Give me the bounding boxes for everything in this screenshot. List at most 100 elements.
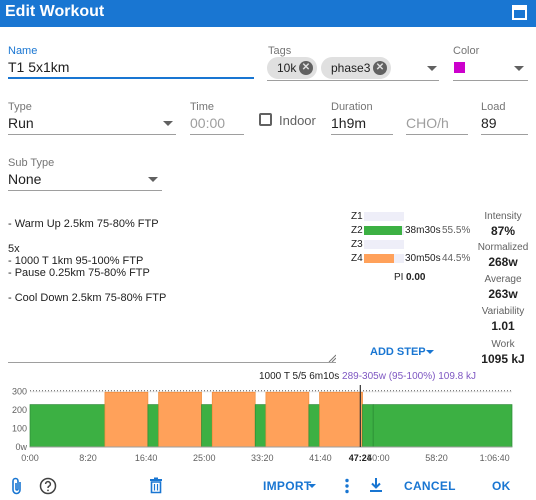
stat-value: 1095 kJ: [481, 352, 525, 366]
name-underline: [8, 77, 254, 79]
import-button[interactable]: IMPORT: [263, 479, 312, 493]
workout-segment: [201, 404, 213, 448]
step-info: 1000 T 5/5 6m10s 289-305w (95-100%) 109.…: [259, 371, 476, 382]
stat-value: 1.01: [491, 319, 515, 333]
color-swatch[interactable]: [454, 62, 465, 73]
description-textarea[interactable]: - Warm Up 2.5km 75-80% FTP 5x - 1000 T 1…: [8, 218, 330, 304]
description-underline: [8, 362, 336, 363]
tags-underline: [267, 80, 439, 81]
cho-input[interactable]: CHO/h: [406, 115, 449, 131]
import-dropdown-icon[interactable]: [308, 484, 316, 488]
stat-label: Intensity: [484, 211, 522, 222]
indoor-checkbox[interactable]: [259, 113, 272, 126]
add-step-dropdown-icon[interactable]: [426, 350, 434, 354]
zone-time: 38m30s: [405, 225, 441, 236]
remove-tag-icon[interactable]: ✕: [373, 61, 387, 75]
workout-segment: [104, 391, 149, 448]
help-icon[interactable]: [39, 477, 57, 495]
add-step-button[interactable]: ADD STEP: [370, 346, 426, 358]
time-input[interactable]: 00:00: [190, 115, 226, 131]
zone-label: Z4: [351, 253, 363, 264]
y-tick-label: 0w: [15, 442, 27, 452]
delete-icon[interactable]: [149, 477, 163, 494]
time-label: Time: [190, 101, 215, 113]
workout-segment: [29, 404, 106, 448]
paperclip-icon[interactable]: [10, 477, 24, 495]
maximize-icon[interactable]: [512, 5, 527, 20]
zone-track: [364, 212, 404, 221]
name-input[interactable]: T1 5x1km: [8, 59, 70, 75]
stat-label: Work: [491, 339, 515, 350]
more-vert-icon[interactable]: [344, 478, 350, 494]
type-underline: [8, 134, 176, 135]
description-line: 5x: [8, 242, 20, 255]
type-select[interactable]: Run: [8, 115, 34, 131]
stat-value: 87%: [490, 224, 516, 238]
stat-value: 268w: [488, 255, 518, 269]
y-tick-label: 100: [12, 424, 27, 434]
pi-label: PI: [394, 272, 404, 283]
subtype-dropdown-icon[interactable]: [148, 177, 158, 182]
cancel-button[interactable]: CANCEL: [404, 479, 456, 493]
zone-percent: 44.5%: [442, 253, 471, 264]
tag-chip[interactable]: phase3 ✕: [321, 57, 391, 79]
cursor-time-label: 47:24: [349, 453, 372, 463]
color-dropdown-icon[interactable]: [514, 66, 524, 71]
subtype-label: Sub Type: [8, 157, 55, 169]
duration-underline: [331, 134, 393, 135]
tag-chip[interactable]: 10k ✕: [267, 57, 317, 79]
tags-label: Tags: [268, 45, 292, 57]
workout-segment: [319, 391, 363, 448]
description-line: [8, 279, 330, 291]
duration-input[interactable]: 1h9m: [331, 115, 367, 131]
zone-label: Z1: [351, 211, 363, 222]
tag-chip-label: 10k: [277, 61, 297, 75]
stat-label: Normalized: [477, 242, 529, 253]
remove-tag-icon[interactable]: ✕: [299, 61, 313, 75]
zone-label: Z2: [351, 225, 363, 236]
color-label: Color: [453, 45, 480, 57]
stat-value: 263w: [488, 287, 518, 301]
workout-segment: [147, 404, 159, 448]
workout-segment: [372, 404, 513, 448]
zone-track: [364, 240, 404, 249]
tags-dropdown-icon[interactable]: [427, 66, 437, 71]
ok-button[interactable]: OK: [492, 479, 511, 493]
time-underline: [190, 134, 244, 135]
zone-bar: [364, 254, 394, 263]
description-line: [8, 230, 330, 242]
workout-segment: [158, 391, 202, 448]
type-label: Type: [8, 101, 32, 113]
indoor-label: Indoor: [279, 113, 316, 128]
workout-segment: [265, 391, 310, 448]
subtype-underline: [8, 190, 162, 191]
load-underline: [481, 134, 528, 135]
x-tick-label: 33:20: [251, 453, 274, 463]
y-tick-label: 200: [12, 405, 27, 415]
zone-time: 30m50s: [405, 253, 441, 264]
name-label: Name: [8, 45, 38, 57]
dialog-title: Edit Workout: [5, 3, 105, 20]
resize-handle-icon[interactable]: [328, 354, 336, 362]
workout-segment: [362, 404, 374, 448]
type-dropdown-icon[interactable]: [163, 121, 173, 126]
x-tick-label: 25:00: [193, 453, 216, 463]
load-input[interactable]: 89: [481, 115, 497, 131]
pi-value: 0.00: [406, 272, 426, 283]
x-tick-label: 16:40: [135, 453, 158, 463]
step-info-power: 289-305w (95-100%) 109.8 kJ: [342, 371, 477, 382]
subtype-select[interactable]: None: [8, 171, 42, 187]
tag-chip-label: phase3: [331, 61, 371, 75]
description-line: - 1000 T 1km 95-100% FTP: [8, 254, 144, 267]
color-underline: [453, 80, 528, 81]
stat-label: Average: [484, 274, 522, 285]
step-info-summary: 1000 T 5/5 6m10s: [259, 371, 340, 382]
zone-bar: [364, 226, 402, 235]
load-label: Load: [481, 101, 506, 113]
workout-segment: [254, 404, 267, 448]
description-line: - Warm Up 2.5km 75-80% FTP: [8, 218, 159, 230]
cho-underline: [406, 134, 468, 135]
workout-power-chart[interactable]: 300 200 100 0w0:00 8:20 16:40 25:00 33:20 41:40 4…: [0, 385, 536, 465]
download-icon[interactable]: [369, 477, 383, 493]
zone-label: Z3: [351, 239, 363, 250]
